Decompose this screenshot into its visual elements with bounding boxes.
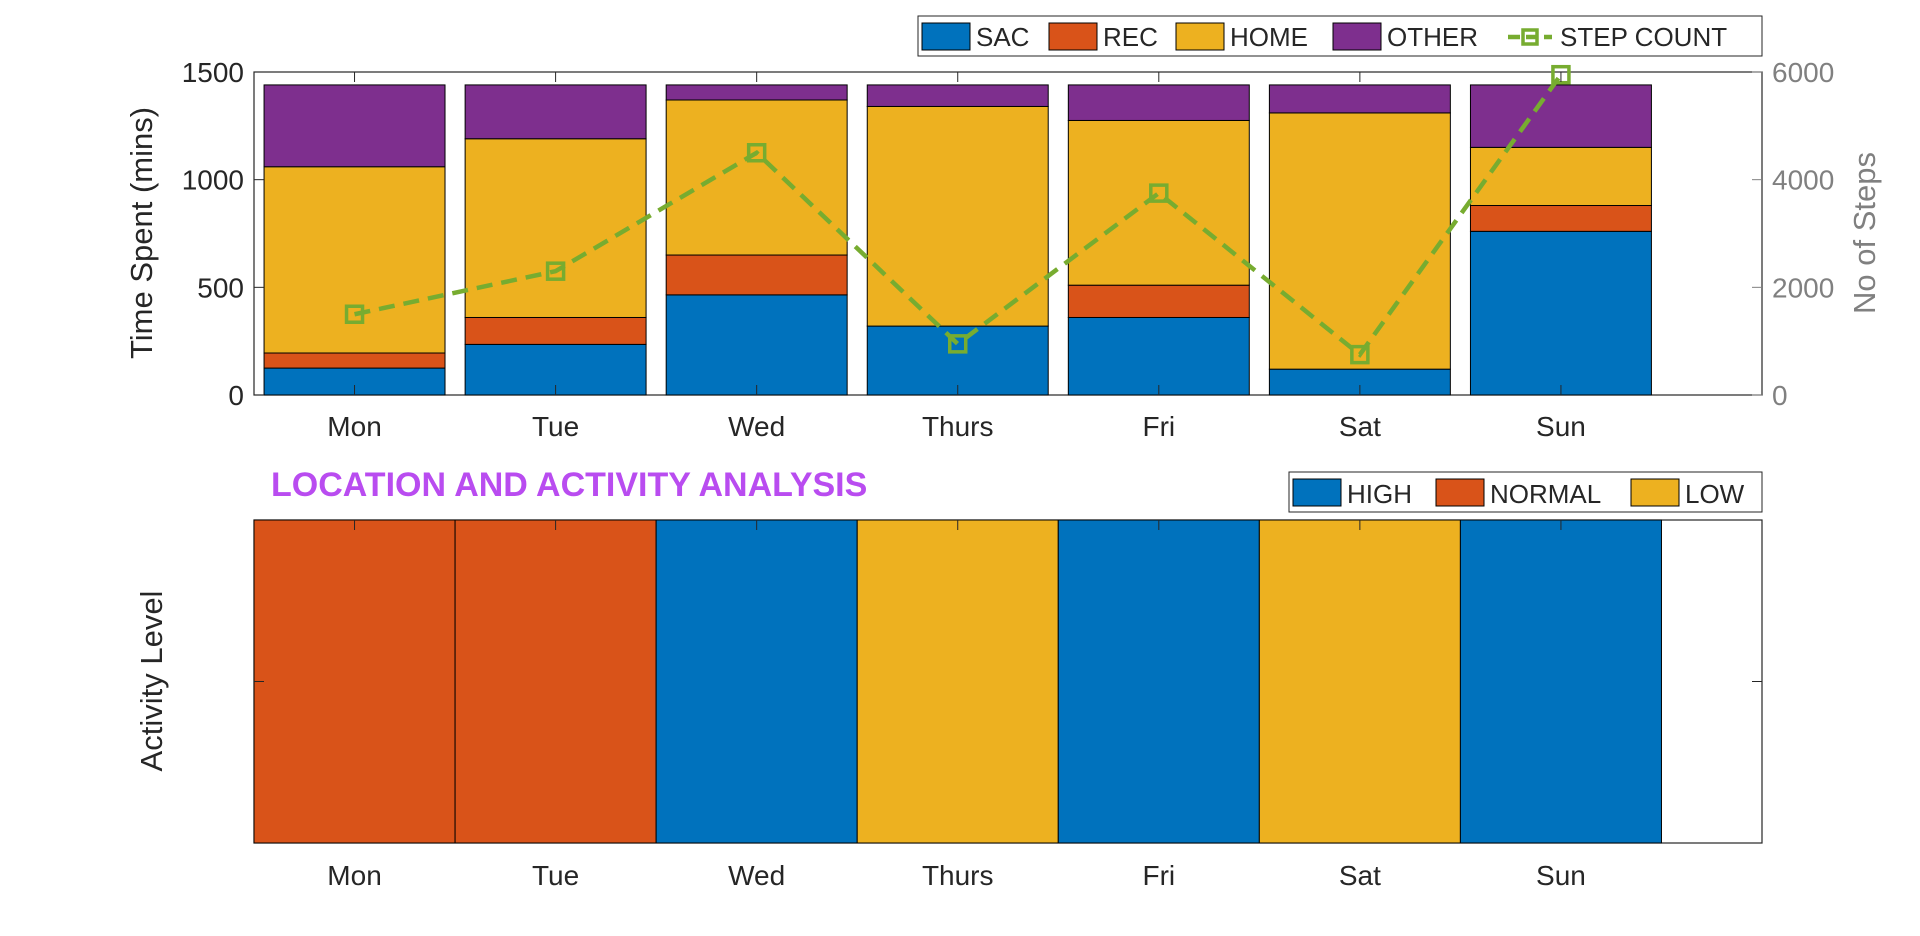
step-count-line-group [344, 64, 1571, 365]
bottom-x-tick-label-wed: Wed [728, 860, 785, 891]
legend-swatch-sac [921, 22, 971, 51]
bar-rec-fri [1067, 284, 1250, 318]
step-count-marker-sat [1350, 344, 1370, 365]
bar-sac-wed [665, 294, 848, 396]
step-count-line [354, 73, 1563, 358]
legend-label-high: HIGH [1347, 479, 1412, 509]
top-x-tick-label-wed: Wed [728, 411, 785, 442]
step-count-marker-thurs [947, 334, 968, 354]
bar-home-sun [1469, 146, 1652, 207]
bottom-x-tick-label-thurs: Thurs [922, 860, 994, 891]
top-x-tick-label-mon: Mon [327, 411, 381, 442]
bottom-x-tick-label-tue: Tue [532, 860, 579, 891]
activity-bar-sun [1459, 519, 1662, 844]
activity-bar-fri [1057, 519, 1260, 844]
legend-swatch-low [1630, 478, 1680, 507]
top-axes: 0 500 1000 1500 0 2000 4000 6000 Mon Tue Wed Thurs F… [182, 57, 1835, 442]
step-count-marker-mon [344, 304, 365, 324]
step-count-marker-fri [1149, 183, 1169, 203]
top-x-tick-label-sun: Sun [1536, 411, 1586, 442]
step-count-marker-wed [746, 143, 767, 163]
bottom-x-tick-label-fri: Fri [1142, 860, 1175, 891]
legend-swatch-other [1332, 22, 1382, 51]
bottom-chart-title: LOCATION AND ACTIVITY ANALYSIS [271, 466, 867, 504]
step-count-marker-tue [545, 261, 566, 281]
top-x-tick-label-tue: Tue [532, 411, 579, 442]
bar-home-tue [464, 138, 647, 318]
top-y-tick-label: 1500 [182, 57, 244, 88]
legend-label-other: OTHER [1387, 22, 1478, 52]
bar-other-sun [1469, 84, 1652, 148]
bar-home-sat [1268, 112, 1451, 370]
activity-bar-mon [253, 519, 456, 844]
bar-home-thurs [866, 105, 1049, 327]
top-y-tick-label: 0 [228, 380, 244, 411]
bottom-legend: HIGH NORMAL LOW [1288, 471, 1763, 513]
top-y2-tick-label: 4000 [1772, 165, 1834, 196]
step-count-marker-sun [1551, 64, 1571, 85]
bar-home-mon [263, 166, 446, 354]
legend-marker-step-count [1521, 28, 1539, 46]
bar-other-mon [263, 84, 446, 168]
legend-label-sac: SAC [976, 22, 1029, 52]
top-y2-tick-label: 0 [1772, 380, 1788, 411]
legend-label-step-count: STEP COUNT [1560, 22, 1727, 52]
top-x-tick-label-fri: Fri [1142, 411, 1175, 442]
top-y2-axis-label: No of Steps [1847, 152, 1882, 314]
bottom-chart: LOCATION AND ACTIVITY ANALYSIS Mon Tue Wed… [134, 466, 1763, 891]
bar-other-fri [1067, 84, 1250, 121]
top-chart: 0 500 1000 1500 0 2000 4000 6000 Mon Tue Wed Thurs F… [124, 15, 1882, 442]
bar-rec-mon [263, 352, 446, 369]
bar-rec-sun [1469, 205, 1652, 232]
legend-label-normal: NORMAL [1490, 479, 1601, 509]
bar-other-sat [1268, 84, 1451, 114]
bottom-bars [253, 519, 1662, 844]
bottom-y-axis-label: Activity Level [134, 591, 169, 772]
bar-sac-sun [1469, 230, 1652, 396]
bottom-x-tick-label-sat: Sat [1339, 860, 1381, 891]
activity-bar-tue [454, 519, 657, 844]
top-y-tick-label: 1000 [182, 165, 244, 196]
activity-bar-sat [1258, 519, 1461, 844]
bar-other-tue [464, 84, 647, 140]
legend-swatch-home [1175, 22, 1225, 51]
top-bars [263, 84, 1652, 396]
activity-bar-wed [655, 519, 858, 844]
top-y2-tick-label: 6000 [1772, 57, 1834, 88]
bottom-legend-box [1288, 471, 1763, 513]
top-legend: SAC REC HOME OTHER STEP COUNT [917, 15, 1763, 57]
bar-other-thurs [866, 84, 1049, 107]
legend-label-low: LOW [1685, 479, 1745, 509]
bar-other-wed [665, 84, 848, 101]
activity-bar-thurs [856, 519, 1059, 844]
legend-label-home: HOME [1230, 22, 1308, 52]
bottom-x-tick-label-mon: Mon [327, 860, 381, 891]
top-x-tick-label-sat: Sat [1339, 411, 1381, 442]
top-y-axis-label: Time Spent (mins) [124, 107, 159, 359]
legend-swatch-high [1292, 478, 1342, 507]
legend-swatch-normal [1435, 478, 1485, 507]
bottom-x-tick-label-sun: Sun [1536, 860, 1586, 891]
legend-label-rec: REC [1103, 22, 1158, 52]
bar-rec-tue [464, 316, 647, 345]
top-y2-tick-label: 2000 [1772, 272, 1834, 303]
legend-swatch-rec [1048, 22, 1098, 51]
top-y-tick-label: 500 [197, 272, 244, 303]
top-x-tick-label-thurs: Thurs [922, 411, 994, 442]
bar-rec-wed [665, 254, 848, 296]
bar-home-wed [665, 99, 848, 256]
bar-sac-fri [1067, 316, 1250, 396]
bottom-axes: Mon Tue Wed Thurs Fri Sat Sun [254, 520, 1762, 891]
